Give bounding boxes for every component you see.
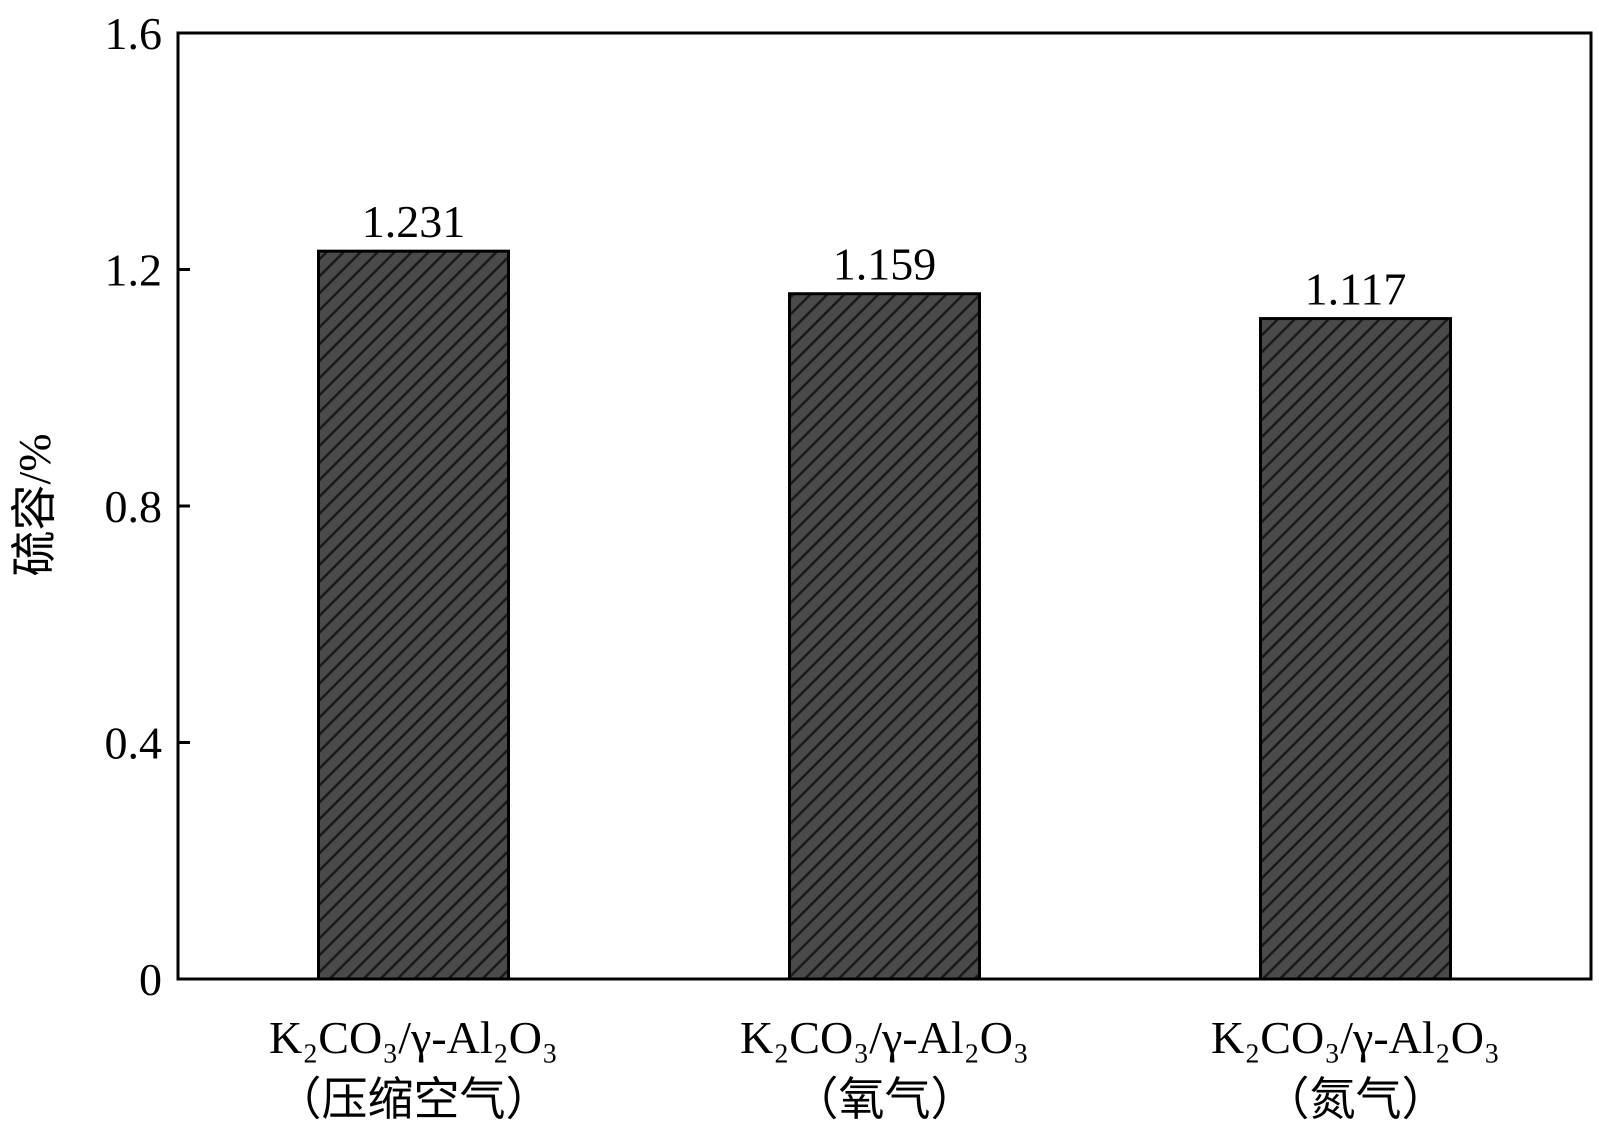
y-tick-label: 1.2 bbox=[105, 245, 163, 296]
category-label-formula: K₂CO₃/γ-Al₂O₃ bbox=[269, 1012, 558, 1063]
y-tick-label: 0.8 bbox=[105, 481, 163, 532]
y-axis: 0 0.4 0.8 1.2 1.6 bbox=[105, 8, 190, 1005]
data-label: 1.231 bbox=[362, 196, 466, 247]
bar bbox=[317, 249, 510, 981]
y-tick-label: 0 bbox=[139, 954, 162, 1005]
bar bbox=[788, 292, 981, 981]
category-label-condition: （氧气） bbox=[793, 1074, 977, 1125]
x-axis: K₂CO₃/γ-Al₂O₃ （压缩空气） K₂CO₃/γ-Al₂O₃ （氧气） K₂CO… bbox=[269, 1012, 1500, 1125]
bar bbox=[1259, 317, 1452, 981]
y-axis-label: 硫容/% bbox=[9, 433, 60, 576]
bar-series: 1.231 1.159 1.117 bbox=[317, 196, 1452, 981]
y-tick-label: 0.4 bbox=[105, 718, 163, 769]
data-label: 1.117 bbox=[1305, 264, 1407, 315]
category-label-formula: K₂CO₃/γ-Al₂O₃ bbox=[740, 1012, 1029, 1063]
category-label-formula: K₂CO₃/γ-Al₂O₃ bbox=[1211, 1012, 1500, 1063]
category-label-condition: （氮气） bbox=[1264, 1074, 1448, 1125]
y-tick-label: 1.6 bbox=[105, 8, 163, 59]
category-label-condition: （压缩空气） bbox=[276, 1074, 552, 1125]
data-label: 1.159 bbox=[833, 239, 937, 290]
